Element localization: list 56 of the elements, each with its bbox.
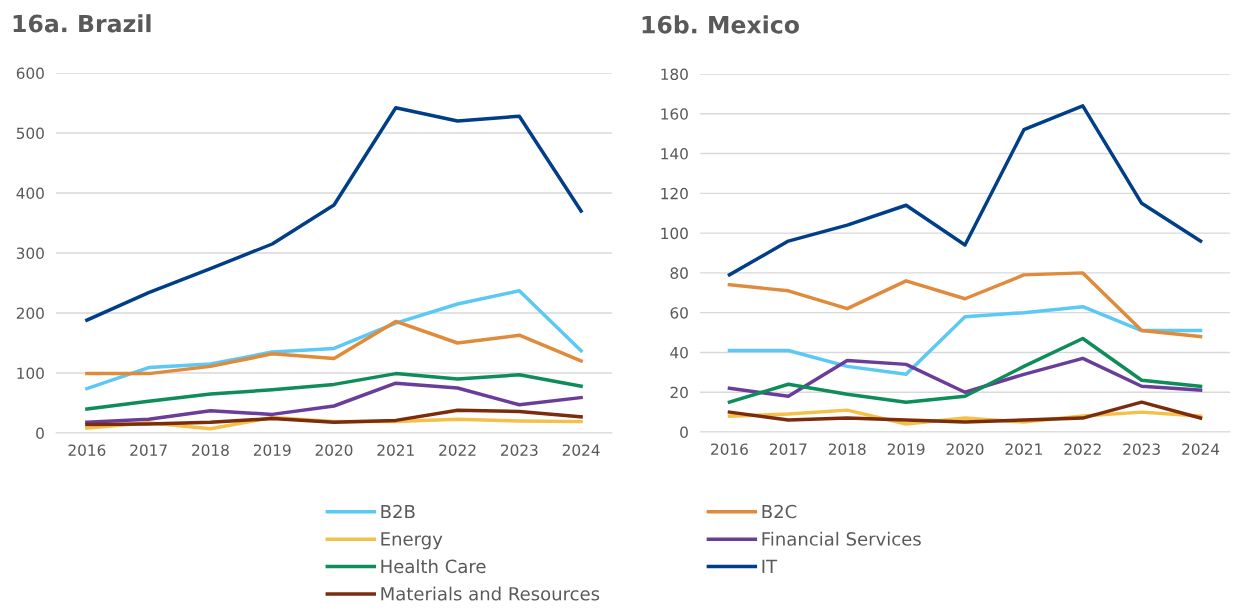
legend-label: B2C bbox=[762, 504, 797, 519]
line-series bbox=[727, 336, 1203, 404]
legend-label: IT bbox=[762, 559, 778, 573]
y-tick-label: 180 bbox=[661, 68, 688, 81]
x-tick-label: 2019 bbox=[887, 443, 925, 455]
line-series bbox=[727, 400, 1203, 424]
y-tick-label: 500 bbox=[16, 127, 44, 140]
y-tick-label: 60 bbox=[670, 307, 688, 319]
line-series bbox=[727, 104, 1203, 277]
x-tick-label: 2023 bbox=[501, 444, 538, 456]
legend-label: Health Care bbox=[381, 559, 486, 574]
x-tick-label: 2020 bbox=[946, 443, 984, 455]
x-tick-label: 2024 bbox=[1182, 443, 1220, 455]
y-tick-label: 100 bbox=[17, 367, 44, 380]
legend-label: Financial Services bbox=[762, 531, 921, 546]
x-tick-label: 2021 bbox=[1005, 443, 1042, 455]
line-series bbox=[85, 381, 583, 424]
x-tick-label: 2016 bbox=[711, 443, 748, 455]
x-tick-label: 2018 bbox=[828, 443, 866, 455]
y-tick-label: 400 bbox=[16, 187, 44, 200]
x-tick-label: 2024 bbox=[562, 444, 600, 456]
y-tick-label: 120 bbox=[661, 187, 688, 200]
y-tick-label: 0 bbox=[36, 427, 44, 440]
legend-label: B2B bbox=[381, 504, 415, 519]
y-tick-label: 0 bbox=[680, 426, 688, 439]
y-tick-label: 20 bbox=[670, 386, 688, 399]
line-series bbox=[85, 106, 583, 322]
x-tick-label: 2016 bbox=[68, 444, 106, 456]
line-series bbox=[727, 304, 1203, 377]
chart-title: 16a. Brazil bbox=[13, 14, 151, 33]
y-tick-label: 200 bbox=[16, 307, 44, 320]
x-tick-label: 2023 bbox=[1123, 443, 1160, 455]
line-series bbox=[85, 408, 583, 427]
x-tick-label: 2020 bbox=[315, 444, 353, 456]
chart-title: 16b. Mexico bbox=[642, 15, 799, 34]
x-tick-label: 2018 bbox=[192, 444, 229, 456]
line-series bbox=[85, 371, 583, 411]
legend-label: Energy bbox=[381, 532, 443, 550]
line-series bbox=[727, 356, 1203, 398]
line-series bbox=[85, 319, 583, 376]
x-tick-label: 2021 bbox=[377, 444, 414, 456]
y-tick-label: 100 bbox=[661, 227, 688, 240]
y-tick-label: 80 bbox=[670, 267, 688, 279]
legend-label: Materials and Resources bbox=[381, 586, 600, 601]
x-tick-label: 2017 bbox=[770, 443, 807, 455]
x-tick-label: 2019 bbox=[253, 444, 291, 456]
y-tick-label: 600 bbox=[16, 67, 44, 80]
x-tick-label: 2017 bbox=[130, 444, 167, 456]
y-tick-label: 40 bbox=[670, 346, 688, 359]
line-series bbox=[85, 289, 583, 391]
y-tick-label: 160 bbox=[661, 108, 688, 120]
x-tick-label: 2022 bbox=[439, 444, 476, 456]
x-tick-label: 2022 bbox=[1064, 443, 1101, 455]
line-series bbox=[727, 271, 1203, 339]
y-tick-label: 300 bbox=[16, 247, 44, 260]
y-tick-label: 140 bbox=[661, 148, 688, 160]
